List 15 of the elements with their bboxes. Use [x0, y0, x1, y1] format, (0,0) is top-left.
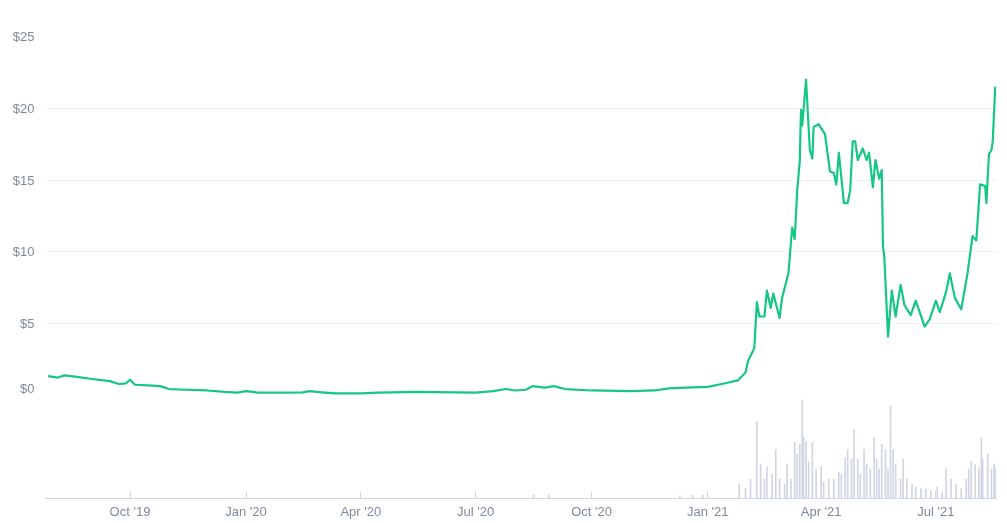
- x-tick-label: Jul '21: [917, 503, 955, 519]
- y-tick-label: $20: [12, 100, 35, 116]
- line-series: [46, 78, 997, 395]
- y-tick-label: $5: [20, 316, 35, 332]
- y-tick-label: $10: [12, 244, 35, 260]
- x-tick-label: Oct '19: [109, 503, 151, 519]
- x-tick-label: Jul '20: [457, 503, 495, 519]
- x-tick-label: Apr '21: [800, 503, 842, 519]
- x-tick-label: Oct '20: [571, 503, 613, 519]
- y-tick-label: $25: [12, 29, 35, 44]
- y-tick-label: $0: [20, 380, 35, 396]
- x-tick-label: Jan '21: [686, 503, 729, 519]
- x-tick-label: Apr '20: [340, 503, 382, 519]
- x-tick-label: Jan '20: [225, 503, 267, 519]
- y-tick-label: $15: [12, 172, 35, 188]
